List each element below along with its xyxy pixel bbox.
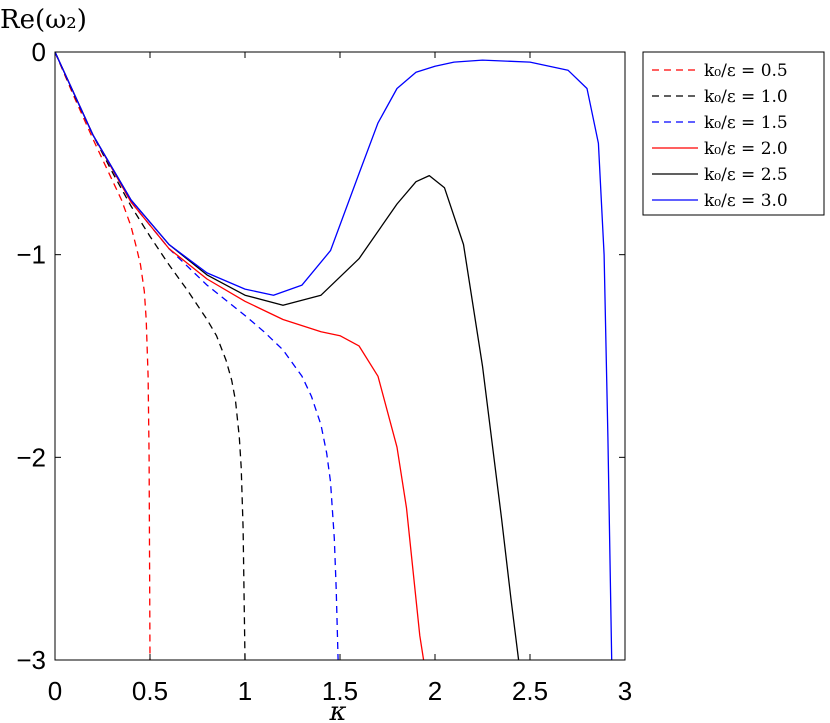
x-tick-label: 0 bbox=[48, 676, 62, 706]
x-tick-label: 2.5 bbox=[512, 676, 548, 706]
legend: k₀/ε = 0.5 k₀/ε = 1.0 k₀/ε = 1.5 k₀/ε = 2.0… bbox=[642, 51, 825, 216]
x-axis-label: κ bbox=[328, 697, 346, 723]
y-tick-label: −2 bbox=[16, 442, 46, 472]
series-line-6 bbox=[54, 51, 613, 661]
legend-label-2: k₀/ε = 1.0 bbox=[704, 87, 788, 107]
x-tick-label: 2 bbox=[428, 676, 442, 706]
plot-area bbox=[55, 52, 625, 660]
x-tick-label: 3 bbox=[618, 676, 632, 706]
y-tick-label: −1 bbox=[16, 240, 46, 270]
legend-label-6: k₀/ε = 3.0 bbox=[704, 191, 788, 211]
series-line-1 bbox=[54, 51, 151, 661]
series-layer bbox=[54, 51, 613, 661]
legend-box bbox=[642, 51, 825, 216]
legend-label-3: k₀/ε = 1.5 bbox=[704, 113, 788, 133]
series-line-4 bbox=[54, 51, 425, 661]
x-tick-label: 0.5 bbox=[132, 676, 168, 706]
y-tick-label: 0 bbox=[32, 37, 46, 67]
y-axis-label: Re(ω₂) bbox=[0, 5, 87, 35]
legend-label-1: k₀/ε = 0.5 bbox=[704, 61, 788, 81]
y-tick-label: −3 bbox=[16, 645, 46, 675]
x-tick-label: 1 bbox=[238, 676, 252, 706]
legend-entries: k₀/ε = 0.5 k₀/ε = 1.0 k₀/ε = 1.5 k₀/ε = 2.0… bbox=[652, 61, 788, 211]
legend-label-5: k₀/ε = 2.5 bbox=[704, 165, 788, 185]
legend-label-4: k₀/ε = 2.0 bbox=[704, 139, 788, 159]
tick-layer: 0 0.5 1 1.5 2 2.5 3 0 −1 −2 −3 bbox=[16, 37, 632, 706]
x-tick-label: 1.5 bbox=[322, 676, 358, 706]
